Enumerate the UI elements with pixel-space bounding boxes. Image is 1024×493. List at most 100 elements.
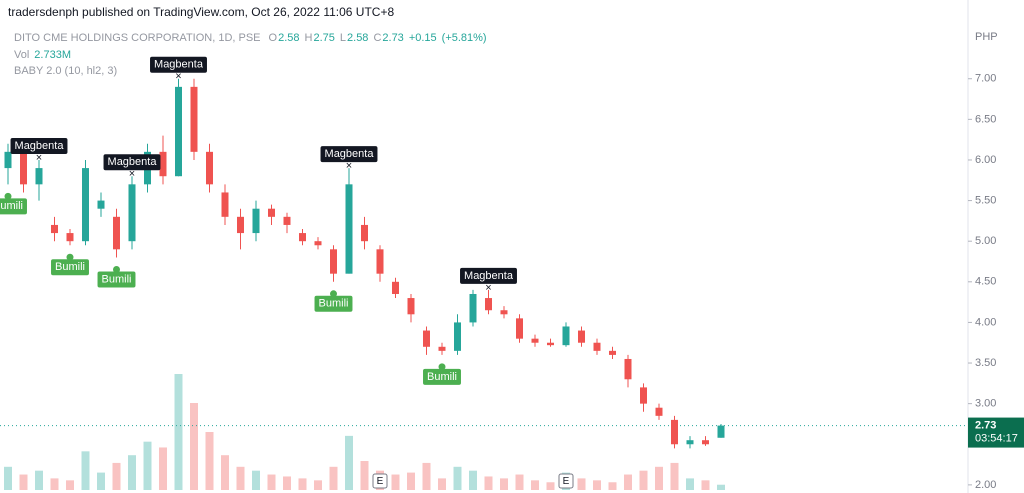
volume-bar [97, 472, 105, 490]
volume-bar [670, 462, 679, 490]
candle-body [578, 330, 585, 343]
candle-body [314, 241, 322, 246]
signal-label: Bumili [102, 273, 132, 285]
volume-bar [19, 474, 28, 490]
sell-marker: × [485, 282, 491, 294]
sell-signal: Magbenta [460, 267, 517, 284]
y-tick-label: 4.50 [975, 276, 996, 288]
signal-box [10, 137, 68, 154]
volume-bar [453, 466, 462, 490]
volume-bar [35, 470, 43, 490]
buy-marker [66, 253, 74, 261]
volume-bar [686, 478, 694, 490]
buy-marker [330, 290, 337, 298]
candle-body [423, 330, 430, 347]
earnings-label: E [377, 476, 384, 487]
volume-bar [174, 374, 183, 490]
y-tick-label: 5.00 [975, 235, 996, 247]
candle-body [438, 346, 446, 351]
y-tick-label: 3.50 [975, 357, 996, 369]
volume-bar [81, 451, 90, 490]
volume-bar [345, 435, 353, 490]
symbol: DITO CME HOLDINGS CORPORATION, 1D, PSE [14, 32, 261, 44]
volume-bar [329, 466, 338, 490]
buy-marker [113, 265, 120, 273]
candle-body [671, 419, 678, 445]
y-tick-label: 6.50 [975, 113, 996, 125]
signal-box [103, 154, 161, 171]
volume-bar [283, 476, 291, 490]
sell-marker: × [129, 168, 135, 180]
volume-bar [500, 478, 508, 490]
candle-body [547, 342, 554, 346]
buy-signal: Bumili [423, 368, 461, 385]
signal-box [320, 146, 378, 163]
candle-body [593, 342, 601, 351]
volume-bar [205, 432, 214, 490]
candle-body [717, 425, 725, 438]
volume-bar [66, 480, 74, 490]
y-tick-label: 4.00 [975, 316, 996, 328]
signal-box [0, 198, 27, 215]
signal-box [314, 295, 353, 312]
candle-body [392, 281, 399, 294]
buy-marker [4, 192, 12, 200]
candle-body [113, 216, 120, 250]
candle-body [237, 216, 244, 234]
signal-box [150, 56, 207, 73]
candle-body [562, 326, 570, 346]
countdown: 03:54:17 [975, 432, 1018, 444]
y-tick-label: 5.50 [975, 194, 996, 206]
legend-value: 2.58 [278, 32, 299, 44]
candle-body [268, 208, 275, 217]
candle-body [206, 151, 213, 185]
signal-label: Bumili [55, 261, 85, 273]
buy-signal: Bumili [0, 198, 27, 215]
volume-bar [717, 484, 725, 490]
header: tradersdenph published on TradingView.co… [8, 5, 394, 19]
signal-label: Magbenta [108, 156, 158, 168]
volume-bar [252, 470, 260, 490]
volume-bar [391, 474, 400, 490]
volume-bar [159, 447, 167, 490]
volume-bar [267, 474, 276, 490]
y-tick-label: 2.00 [975, 479, 996, 491]
legend-key: L [340, 32, 346, 44]
volume-bar [298, 478, 307, 490]
volume-bar [624, 474, 632, 490]
signal-label: Bumili [0, 200, 23, 212]
candle-body [221, 192, 229, 217]
sell-signal: Magbenta [150, 56, 207, 73]
sell-signal: Magbenta [103, 154, 161, 171]
candle-body [51, 224, 58, 234]
candle-body [407, 298, 415, 315]
signal-box [460, 267, 517, 284]
candle-body [640, 387, 647, 404]
volume-bar [515, 474, 524, 490]
candle-body [485, 298, 492, 311]
candle-body [299, 233, 306, 242]
volume-bar [314, 480, 322, 490]
candle-body [97, 200, 105, 209]
signal-label: Magbenta [15, 140, 65, 152]
volume-bar [128, 455, 136, 490]
volume-bar [190, 403, 198, 490]
sell-signal: Magbenta [10, 137, 68, 154]
legend-value: 2.75 [313, 32, 334, 44]
earnings-label: E [563, 476, 570, 487]
price-badge [968, 417, 1024, 448]
buy-marker [438, 363, 446, 371]
volume-bar [4, 466, 12, 490]
candle-body [66, 233, 74, 242]
volume-bar [701, 480, 710, 490]
legend-value: 2.58 [347, 32, 368, 44]
signal-label: Bumili [319, 298, 349, 310]
legend-key: O [269, 32, 278, 44]
candle-body [82, 168, 89, 242]
volume-bar [422, 462, 431, 490]
candle-body [376, 249, 384, 274]
volume-bar [608, 482, 617, 490]
sell-marker: × [346, 160, 352, 172]
volume-label: Vol [14, 49, 29, 61]
